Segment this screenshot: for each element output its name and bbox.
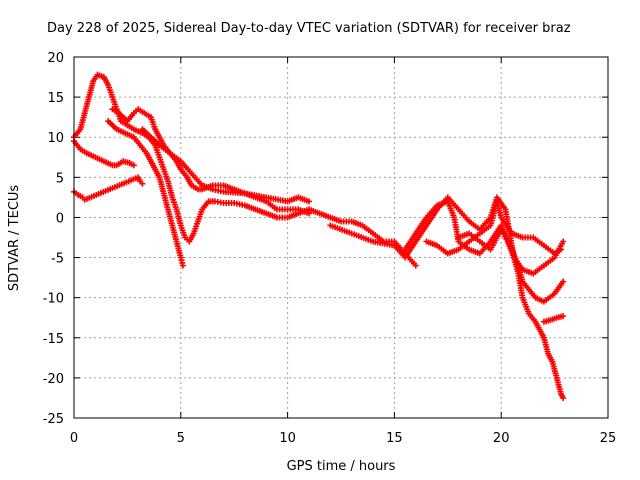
- data-point: [305, 210, 312, 217]
- x-tick-label: 20: [493, 431, 510, 446]
- y-tick-label: -10: [43, 292, 64, 307]
- x-tick-label: 10: [279, 431, 296, 446]
- y-tick-label: -25: [43, 412, 64, 427]
- y-tick-label: 15: [47, 91, 64, 106]
- x-tick-label: 0: [70, 431, 78, 446]
- y-tick-label: 0: [56, 211, 64, 226]
- y-tick-label: 20: [47, 51, 64, 66]
- data-point: [139, 180, 146, 187]
- axis-ticks: 0 5 10 15 20 25 -25 -20 -15 -10 -5 0 5 10 15 20: [43, 51, 617, 446]
- plot-frame: [73, 56, 609, 419]
- data-point: [560, 278, 567, 285]
- data-point: [412, 262, 419, 269]
- data-point: [560, 394, 567, 401]
- chart-title: Day 228 of 2025, Sidereal Day-to-day VTE…: [47, 21, 571, 36]
- grid: [74, 57, 608, 418]
- data-point: [179, 262, 186, 269]
- x-tick-label: 25: [600, 431, 617, 446]
- data-point: [560, 238, 567, 245]
- data-points: [71, 71, 567, 401]
- y-tick-label: 10: [47, 131, 64, 146]
- data-point: [130, 162, 137, 169]
- data-point: [560, 313, 567, 320]
- x-axis-label: GPS time / hours: [287, 459, 396, 474]
- y-tick-label: -15: [43, 332, 64, 347]
- y-tick-label: -20: [43, 372, 64, 387]
- y-axis-label: SDTVAR / TECUs: [7, 185, 22, 292]
- data-point: [305, 198, 312, 205]
- x-tick-label: 5: [177, 431, 185, 446]
- x-tick-label: 15: [386, 431, 403, 446]
- y-tick-label: 5: [56, 171, 64, 186]
- y-tick-label: -5: [51, 252, 64, 267]
